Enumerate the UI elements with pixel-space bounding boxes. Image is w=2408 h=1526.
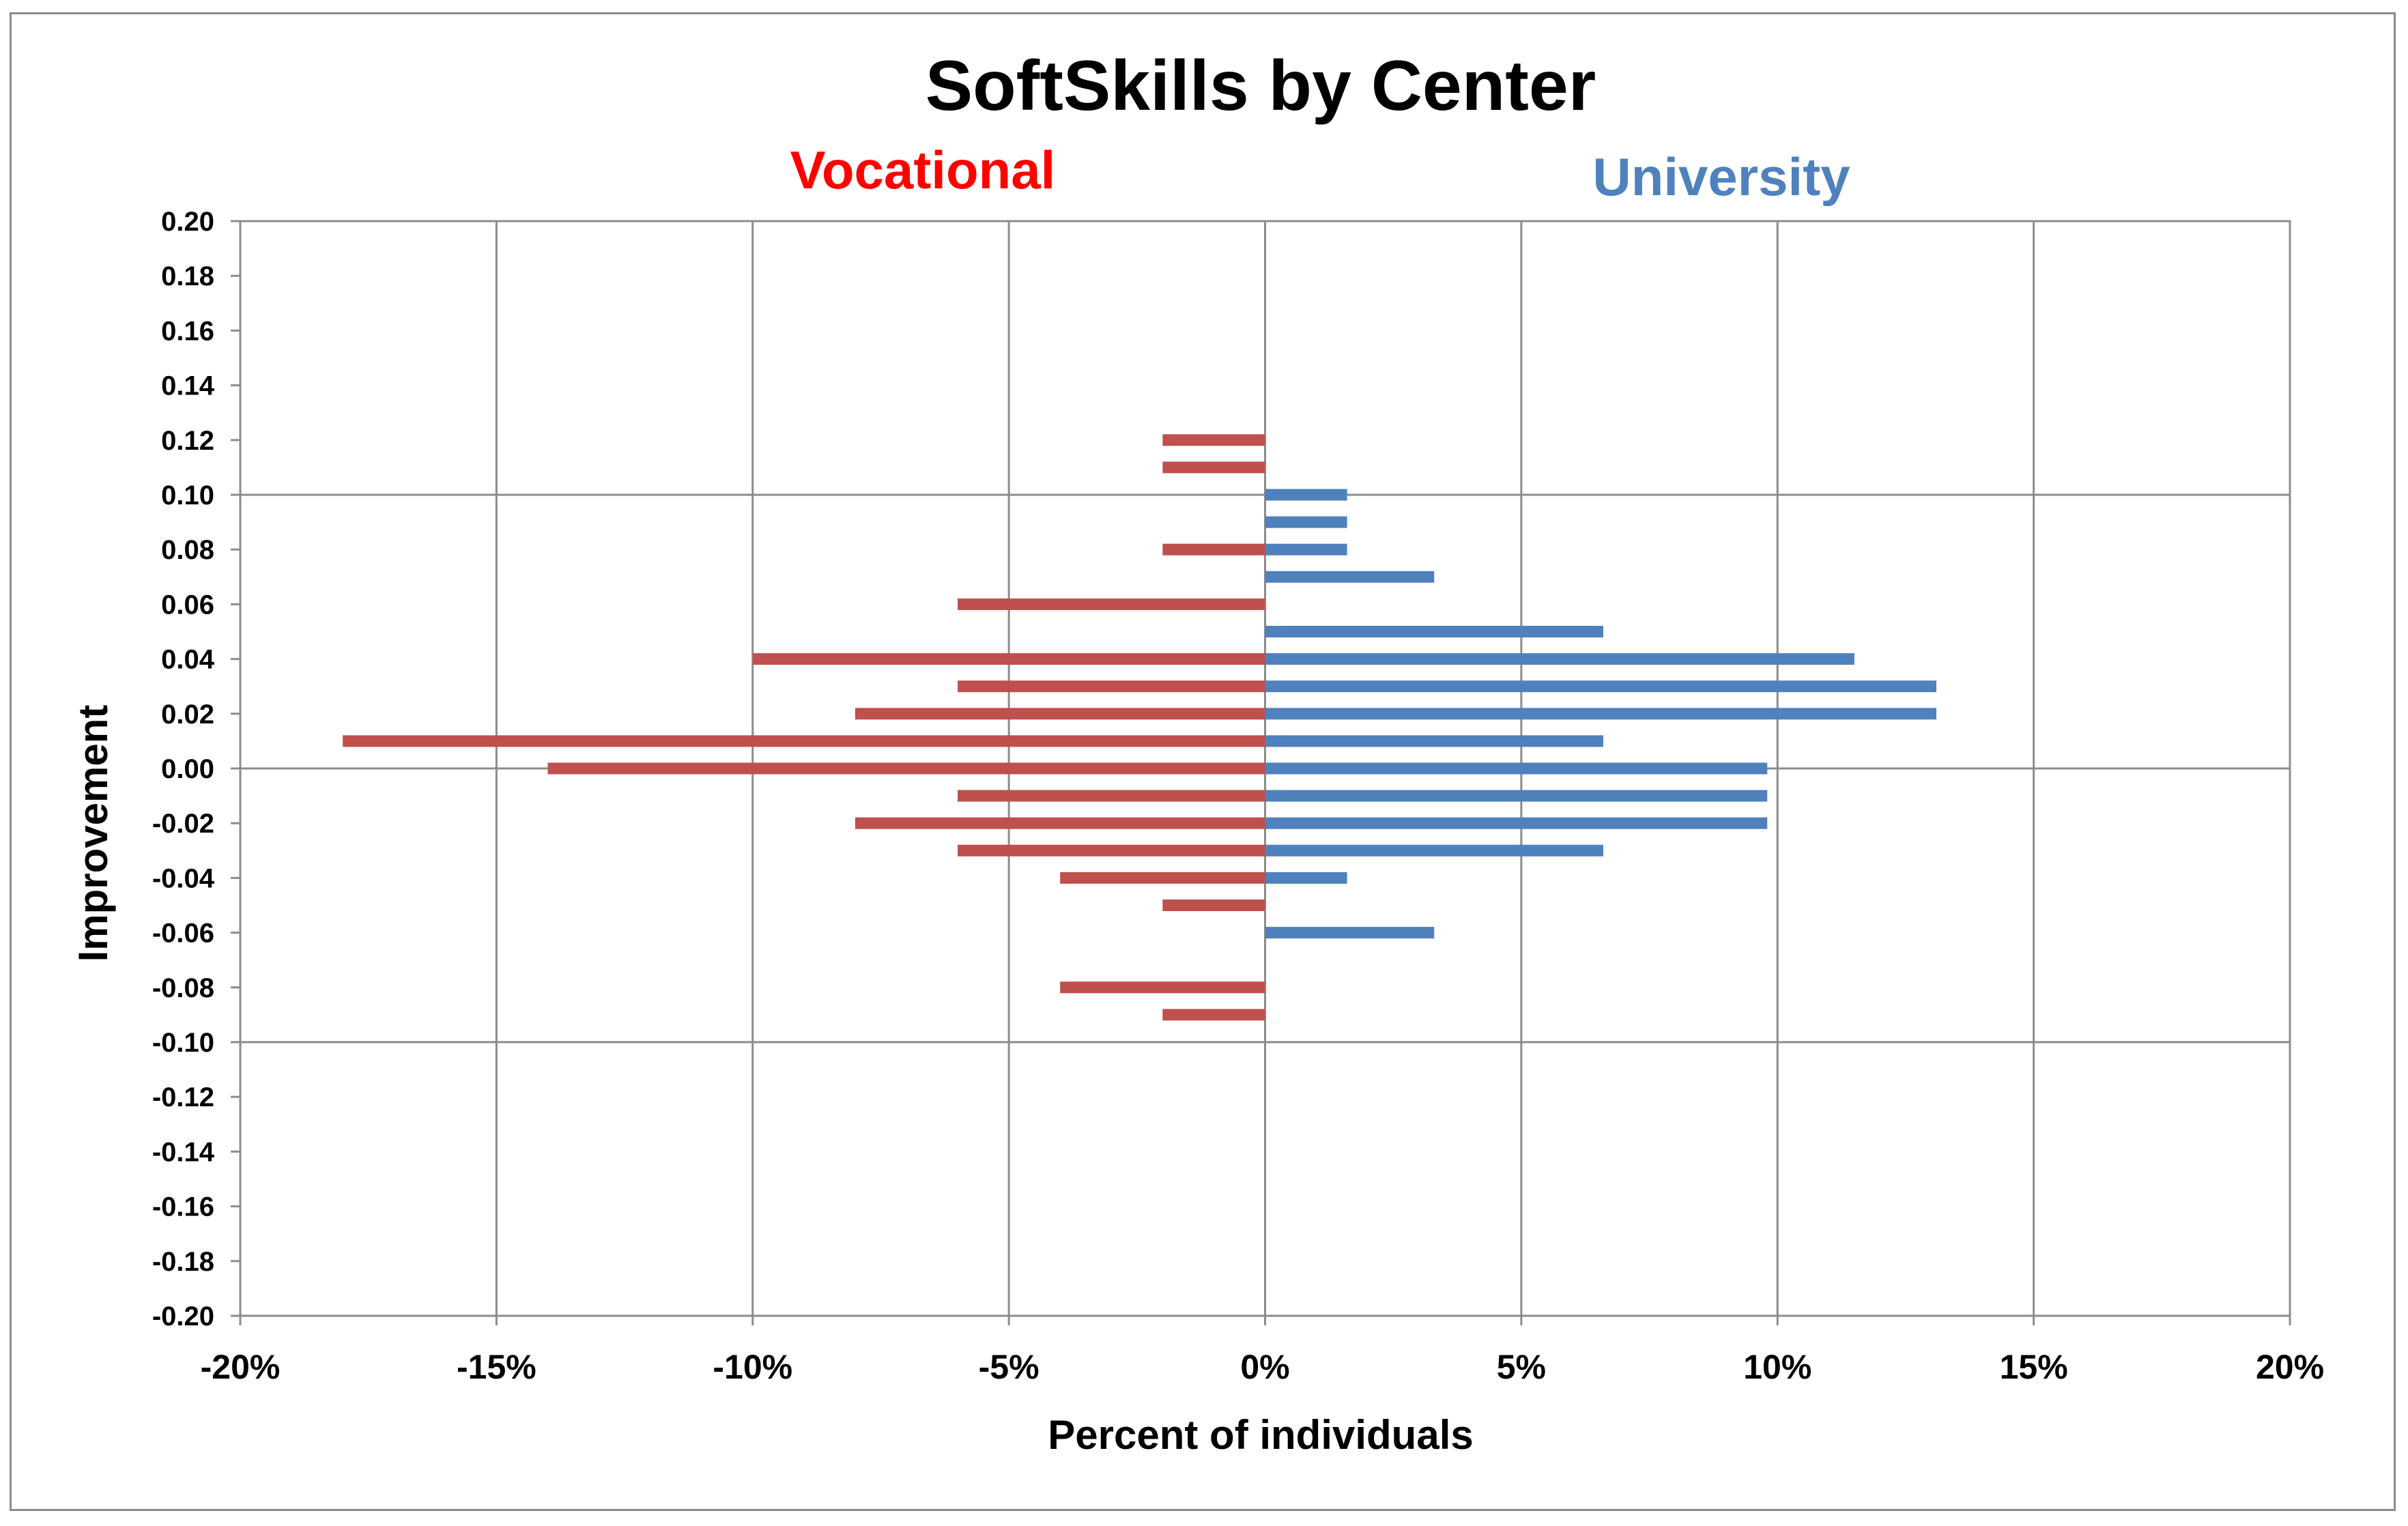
x-axis-title: Percent of individuals: [1048, 1412, 1473, 1458]
x-tick-label: 5%: [1497, 1348, 1546, 1386]
vocational-bar: [1162, 544, 1265, 556]
vocational-bar: [1162, 1009, 1265, 1020]
y-tick-label: 0.12: [161, 426, 214, 456]
university-bar: [1265, 571, 1435, 583]
vocational-bar: [547, 763, 1265, 775]
y-tick-label: 0.16: [161, 316, 214, 346]
vocational-bar: [958, 845, 1265, 856]
vocational-bar: [958, 790, 1265, 802]
y-tick-label: -0.18: [152, 1247, 214, 1277]
legend-vocational: Vocational: [790, 140, 1056, 200]
university-bar: [1265, 763, 1768, 775]
y-tick-label: 0.20: [161, 207, 214, 237]
vocational-bar: [1060, 981, 1265, 993]
y-tick-label: 0.10: [161, 480, 214, 510]
vocational-bar: [343, 735, 1265, 747]
x-tick-label: 10%: [1743, 1348, 1811, 1386]
chart: -20% -15% -10% -5% 0% 5% 10% 15% 20% 0.20 0.18 0.16…: [12, 14, 2398, 1513]
university-bar: [1265, 845, 1603, 856]
y-tick-label: -0.16: [152, 1192, 214, 1222]
vocational-bar: [1060, 872, 1265, 884]
x-tick-label: 15%: [2000, 1348, 2068, 1386]
legend-university: University: [1592, 147, 1850, 207]
y-tick-label: -0.02: [152, 809, 214, 839]
vocational-bar: [855, 708, 1265, 719]
y-tick-label: 0.14: [161, 371, 215, 401]
y-tick-label: 0.00: [161, 754, 214, 784]
y-tick-label: 0.02: [161, 700, 214, 730]
y-tick-label: 0.06: [161, 590, 214, 620]
y-tick-label: -0.20: [152, 1301, 214, 1331]
bars: [343, 434, 1936, 1020]
university-bar: [1265, 517, 1347, 528]
y-tick-label: -0.08: [152, 973, 214, 1003]
x-tick-label: 20%: [2256, 1348, 2324, 1386]
university-bar: [1265, 489, 1347, 501]
y-axis-title: Improvement: [70, 705, 116, 962]
university-bar: [1265, 790, 1768, 802]
university-bar: [1265, 927, 1435, 938]
chart-title: SoftSkills by Center: [926, 46, 1596, 126]
vocational-bar: [855, 818, 1265, 829]
chart-frame: -20% -15% -10% -5% 0% 5% 10% 15% 20% 0.20 0.18 0.16…: [10, 12, 2396, 1511]
university-bar: [1265, 626, 1603, 637]
y-tick-label: -0.06: [152, 919, 214, 949]
vocational-bar: [1162, 461, 1265, 473]
university-bar: [1265, 680, 1936, 692]
x-tick-label: -10%: [713, 1348, 792, 1386]
x-tick-label: -20%: [201, 1348, 281, 1386]
university-bar: [1265, 708, 1936, 719]
vocational-bar: [958, 599, 1265, 610]
y-tick-label: 0.04: [161, 645, 215, 675]
y-tick-label: -0.04: [152, 863, 215, 893]
university-bar: [1265, 735, 1603, 747]
y-tick-label: -0.14: [152, 1137, 215, 1167]
vocational-bar: [958, 680, 1265, 692]
university-bar: [1265, 544, 1347, 556]
x-tick-label: 0%: [1240, 1348, 1289, 1386]
university-bar: [1265, 818, 1768, 829]
y-tick-label: -0.12: [152, 1082, 214, 1112]
vocational-bar: [753, 653, 1265, 665]
university-bar: [1265, 653, 1854, 665]
y-tick-label: -0.10: [152, 1028, 214, 1058]
vocational-bar: [1162, 434, 1265, 446]
y-tick-label: 0.08: [161, 535, 214, 565]
x-tick-label: -15%: [457, 1348, 536, 1386]
vocational-bar: [1162, 899, 1265, 911]
x-tick-label: -5%: [979, 1348, 1040, 1386]
university-bar: [1265, 872, 1347, 884]
y-tick-label: 0.18: [161, 261, 214, 291]
